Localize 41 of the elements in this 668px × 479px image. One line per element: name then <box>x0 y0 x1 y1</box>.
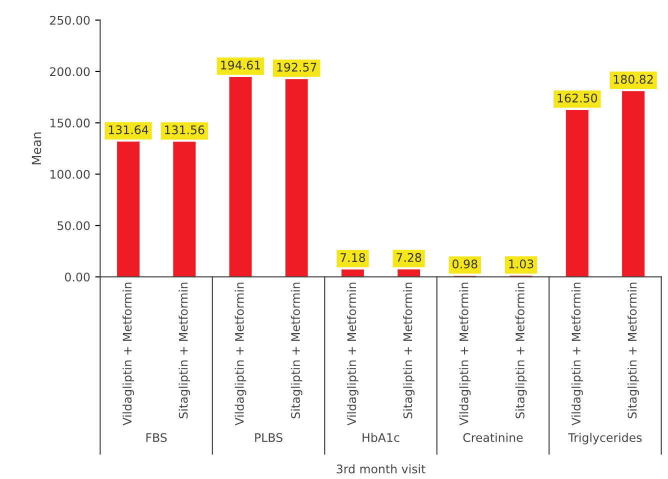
bar <box>566 110 588 277</box>
text: FBS <box>146 433 167 442</box>
y-tick-label: 100.00 <box>50 170 90 179</box>
bar <box>341 269 364 277</box>
data-label: 194.61 <box>221 60 260 70</box>
bar <box>285 79 308 277</box>
bar <box>622 91 644 277</box>
x-tick-label: Sitagliptin + Metformin <box>628 282 639 418</box>
y-tick-label: 150.00 <box>50 118 90 128</box>
bar <box>117 142 140 277</box>
data-label: 131.64 <box>108 125 148 134</box>
y-tick-label: 50.00 <box>58 221 90 230</box>
data-label: 180.82 <box>614 74 653 84</box>
data-label: 0.98 <box>452 260 478 268</box>
x-tick-label: Sitagliptin + Metformin <box>290 282 302 418</box>
y-tick-label: 250.00 <box>50 16 90 25</box>
x-axis-title: 3rd month visit <box>336 464 426 474</box>
data-label: 192.57 <box>277 62 316 72</box>
x-tick-label: Vildagliptin + Metformin <box>571 282 583 426</box>
data-label: 1.03 <box>509 259 534 268</box>
bar <box>173 142 196 277</box>
x-tick-label: Vildagliptin + Metformin <box>346 282 358 426</box>
y-axis-title: Mean <box>32 132 42 164</box>
data-label: 7.28 <box>396 253 422 262</box>
x-tick-label: Sitagliptin + Metformin <box>403 282 415 418</box>
y-tick-label: 0.00 <box>64 272 90 282</box>
bar <box>229 77 252 277</box>
x-tick-label: Vildagliptin + Metformin <box>459 282 471 426</box>
x-tick-label: Sitagliptin + Metformin <box>178 282 190 418</box>
x-tick-label: Sitagliptin + Metformin <box>515 282 527 418</box>
data-label: 162.50 <box>558 94 598 103</box>
bar <box>398 269 420 277</box>
x-tick-label: Vildagliptin + Metformin <box>122 282 134 426</box>
x-tick-label: Vildagliptin + Metformin <box>234 282 246 426</box>
text: Creatinine <box>463 432 523 442</box>
text: Triglycerides <box>568 432 642 444</box>
data-label: 131.56 <box>165 125 204 134</box>
data-label: 7.18 <box>340 253 366 262</box>
text: HbA1c <box>362 432 400 442</box>
text: PLBS <box>255 433 282 442</box>
y-tick-label: 200.00 <box>50 67 90 76</box>
